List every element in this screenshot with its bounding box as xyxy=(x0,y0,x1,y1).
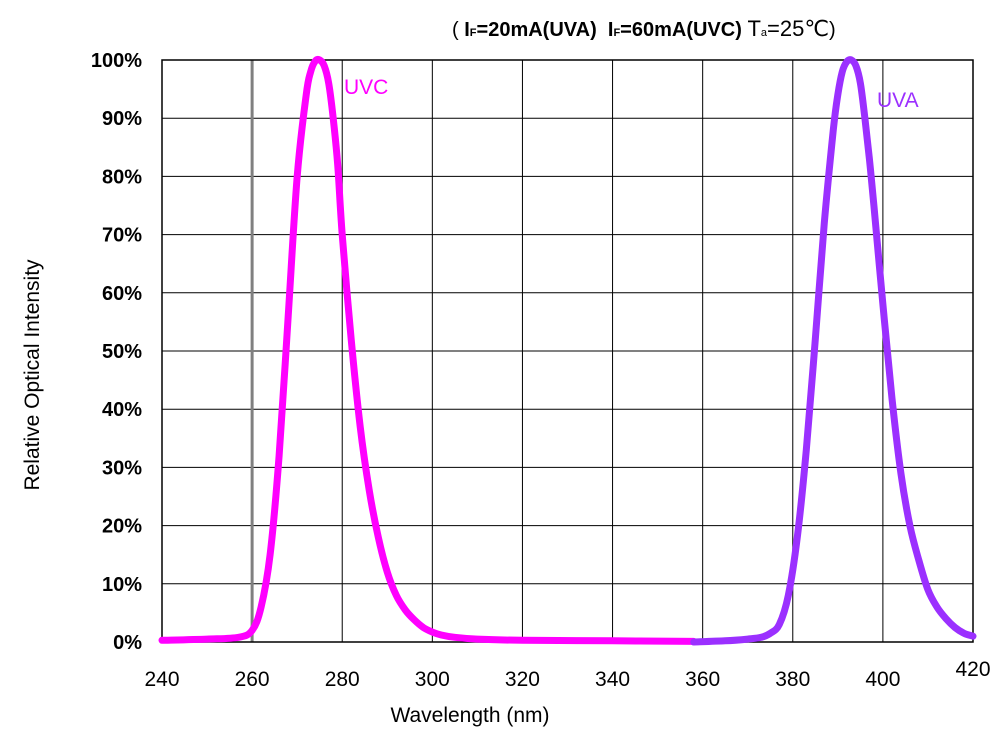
grid xyxy=(161,59,974,643)
forward-subscript-1: F xyxy=(469,27,477,39)
uvc-annotation: UVC xyxy=(344,76,388,99)
series-line-uva xyxy=(690,56,977,646)
x-tick-label-5: 340 xyxy=(595,668,630,691)
x-tick-label-8: 400 xyxy=(865,668,900,691)
uva-annotation: UVA xyxy=(877,89,919,112)
x-tick-label-7: 380 xyxy=(775,668,810,691)
y-tick-label-0: 0% xyxy=(113,632,142,654)
measurement-conditions: ( IF=20mA(UVA) IF=60mA(UVC) Ta=25℃) xyxy=(452,16,836,42)
x-tick-label-6: 360 xyxy=(685,668,720,691)
y-tick-label-9: 90% xyxy=(102,108,142,130)
uva-current: =20mA(UVA) xyxy=(476,19,597,41)
x-tick-label-2: 280 xyxy=(325,668,360,691)
y-tick-label-5: 50% xyxy=(102,341,142,363)
temperature-symbol: T xyxy=(747,16,761,41)
y-tick-label-1: 10% xyxy=(102,574,142,596)
x-tick-label-3: 300 xyxy=(415,668,450,691)
x-tick-label-0: 240 xyxy=(144,668,179,691)
forward-subscript-2: F xyxy=(613,27,621,39)
y-axis-ticks: 0% 10% 20% 30% 40% 50% 60% 70% 80% 90% 100% xyxy=(91,50,142,654)
open-paren: ( xyxy=(452,19,459,41)
x-tick-label-9: 420 xyxy=(955,658,990,681)
y-axis-label: Relative Optical Intensity xyxy=(21,259,44,491)
y-tick-label-8: 80% xyxy=(102,166,142,188)
close-paren: ) xyxy=(829,19,836,41)
series-line-uvc xyxy=(158,56,698,645)
y-tick-label-3: 30% xyxy=(102,457,142,479)
y-tick-label-2: 20% xyxy=(102,516,142,538)
current-symbol-1: I xyxy=(464,19,470,41)
x-tick-label-4: 320 xyxy=(505,668,540,691)
y-tick-label-7: 70% xyxy=(102,225,142,247)
x-axis-ticks: 240 260 280 300 320 340 360 380 400 420 xyxy=(144,658,990,691)
temperature-value: =25℃ xyxy=(767,16,830,41)
ambient-subscript: a xyxy=(760,27,768,39)
x-axis-label: Wavelength (nm) xyxy=(390,704,550,727)
x-tick-label-1: 260 xyxy=(235,668,270,691)
current-symbol-2: I xyxy=(607,19,614,41)
series-lines xyxy=(158,56,977,646)
y-tick-label-6: 60% xyxy=(102,283,142,305)
y-tick-label-4: 40% xyxy=(102,399,142,421)
uvc-current: =60mA(UVC) xyxy=(620,19,742,41)
y-tick-label-10: 100% xyxy=(91,50,142,72)
